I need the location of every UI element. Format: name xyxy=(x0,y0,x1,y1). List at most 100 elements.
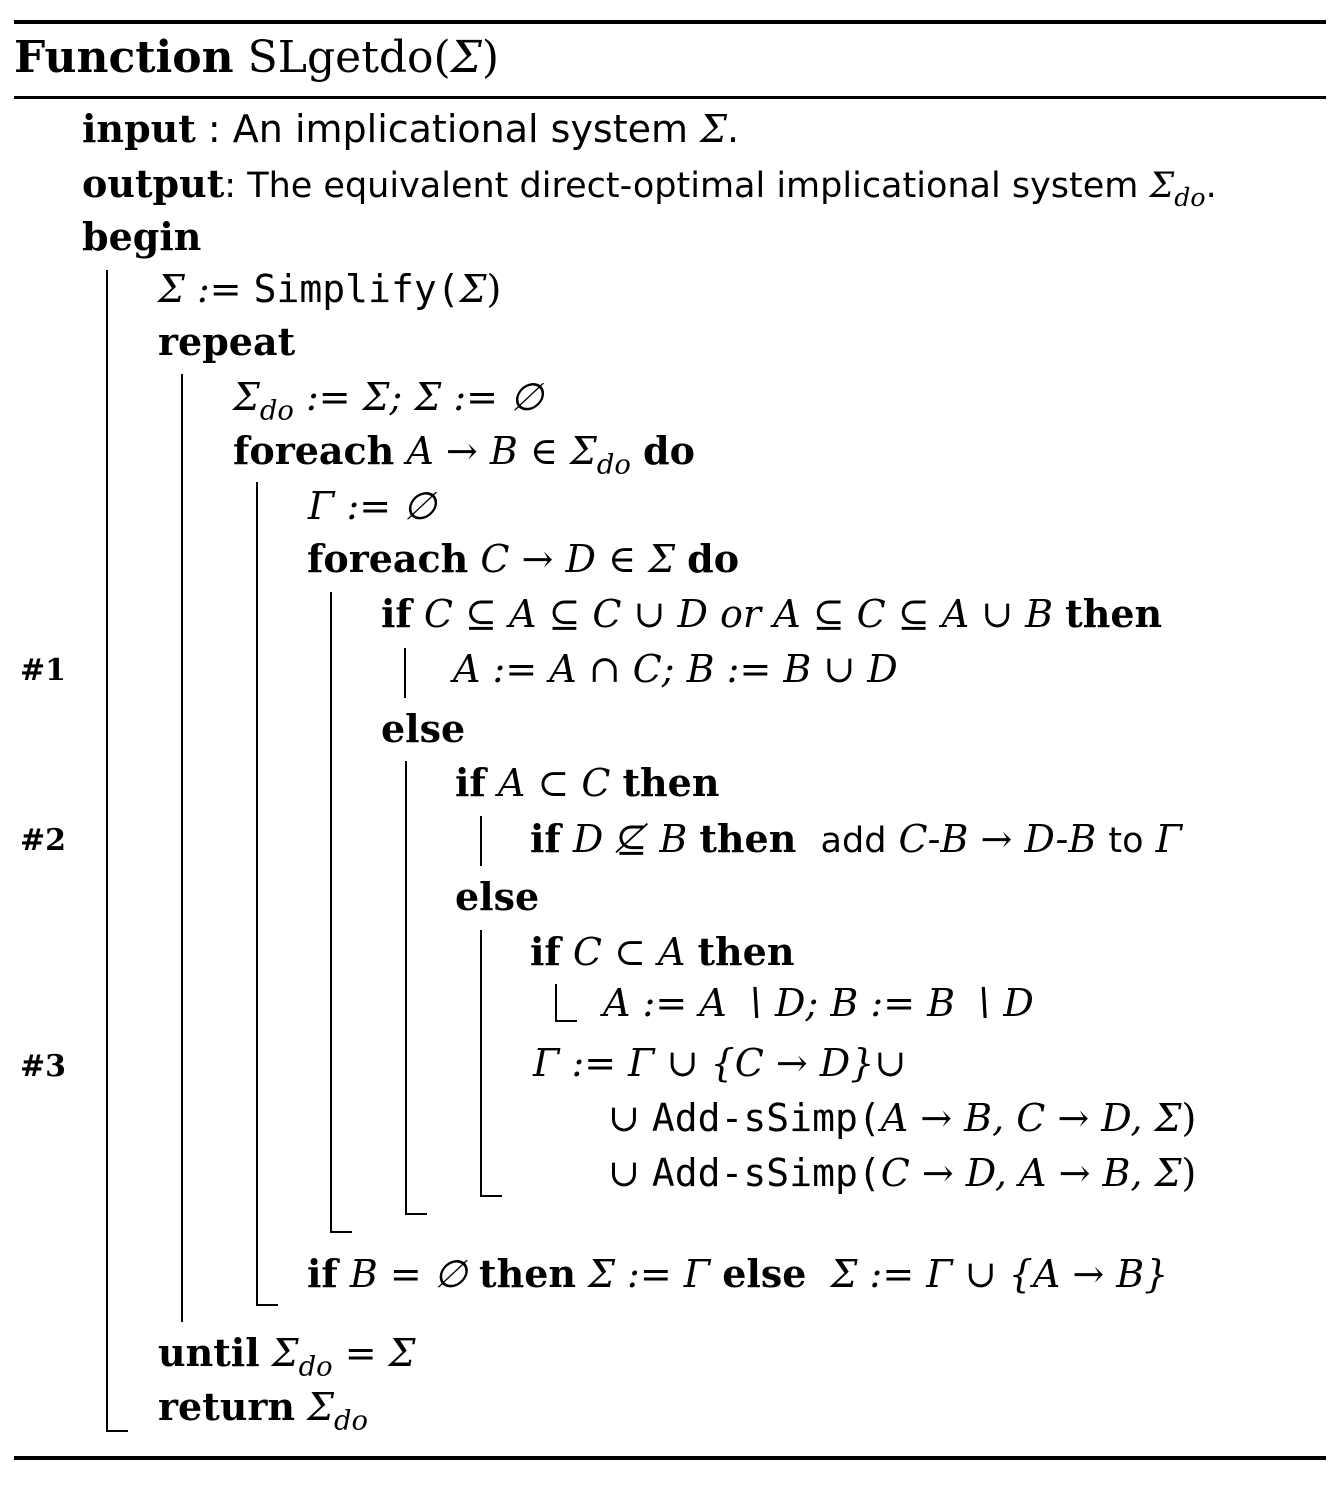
cond1-b: A ⊆ C ⊆ A ∪ B xyxy=(773,592,1054,636)
if2-bar xyxy=(480,816,482,866)
header-rule xyxy=(14,96,1326,99)
until-keyword: until xyxy=(158,1330,260,1375)
simplify-lhs: Σ := xyxy=(158,267,254,311)
assign-do-line: Σdo := Σ; Σ := ∅ xyxy=(233,375,544,425)
stmt3-line: A := A ∖ D; B := B ∖ D xyxy=(603,981,1034,1025)
simplify-fn: Simplify( xyxy=(253,267,460,311)
stmt2-expr: C-B → D-B xyxy=(898,817,1097,861)
until-sigma: Σ xyxy=(271,1331,299,1375)
then-keyword-3: then xyxy=(699,816,797,861)
final-then-stmt: Σ := Γ xyxy=(588,1252,711,1296)
simplify-line: Σ := Simplify(Σ) xyxy=(158,270,501,308)
union2-args: C → D, A → B, Σ xyxy=(880,1151,1182,1195)
else-keyword-1: else xyxy=(381,706,466,751)
foreach-outer-foot xyxy=(256,1304,278,1306)
return-sigma: Σ xyxy=(307,1385,334,1429)
foreach-outer-bar xyxy=(256,482,258,1306)
stmt2-line: if D ⊈ B then add C-B → D-B to Γ xyxy=(530,820,1182,859)
bottom-rule xyxy=(14,1456,1326,1460)
until-rest: = Σ xyxy=(332,1331,416,1375)
output-end: . xyxy=(1205,166,1217,206)
else1-foot xyxy=(405,1213,427,1215)
if3-foot xyxy=(555,1020,577,1022)
foreach-keyword: foreach xyxy=(233,428,395,473)
begin-block-foot xyxy=(106,1430,128,1432)
else-keyword-3: else xyxy=(722,1251,807,1296)
simplify-arg: Σ xyxy=(459,267,487,311)
add-text: add xyxy=(820,821,887,861)
until-sub: do xyxy=(298,1351,333,1383)
output-symbol: Σ xyxy=(1149,166,1175,206)
if-keyword-2: if xyxy=(455,760,486,805)
union2-close: ) xyxy=(1181,1151,1197,1195)
label-1: #1 xyxy=(20,653,67,688)
cond3: C ⊂ A xyxy=(572,930,686,974)
else1-bar xyxy=(405,761,407,1215)
begin-keyword: begin xyxy=(82,214,202,259)
return-keyword: return xyxy=(158,1384,296,1429)
or-keyword: or xyxy=(720,592,762,636)
top-rule xyxy=(14,20,1326,24)
then-keyword-2: then xyxy=(622,760,720,805)
cond1-a: C ⊆ A ⊆ C ∪ D xyxy=(423,592,708,636)
if-keyword-4: if xyxy=(530,929,561,974)
input-keyword: input xyxy=(82,106,196,151)
cond2: A ⊂ C xyxy=(497,761,611,805)
input-symbol: Σ xyxy=(700,107,727,151)
function-arg: Σ xyxy=(450,32,482,83)
gamma-update-line: Γ := Γ ∪ {C → D}∪ xyxy=(533,1041,907,1085)
to-text: to xyxy=(1108,821,1144,861)
union2-sym: ∪ xyxy=(608,1151,652,1195)
output-text: : The equivalent direct-optimal implicat… xyxy=(224,166,1150,206)
return-line: return Σdo xyxy=(158,1385,368,1435)
foreach-inner-line: foreach C → D ∈ Σ do xyxy=(307,537,739,581)
function-close: ) xyxy=(481,32,499,83)
output-sub: do xyxy=(1174,182,1206,212)
if-keyword: if xyxy=(381,591,412,636)
then-keyword-5: then xyxy=(479,1251,577,1296)
foreach-keyword-inner: foreach xyxy=(307,536,469,581)
then-keyword: then xyxy=(1065,591,1163,636)
final-if-line: if B = ∅ then Σ := Γ else Σ := Γ ∪ {A → … xyxy=(307,1252,1169,1296)
gamma-init-line: Γ := ∅ xyxy=(308,484,437,528)
repeat-block-bar xyxy=(181,374,183,1322)
union1-sym: ∪ xyxy=(608,1096,652,1140)
foreach-outer-line: foreach A → B ∈ Σdo do xyxy=(233,429,695,479)
if1-bar xyxy=(404,648,406,698)
foreach-inner-bar xyxy=(330,592,332,1233)
assign-do-rest: := Σ; Σ := ∅ xyxy=(293,375,544,419)
final-cond: B = ∅ xyxy=(349,1252,467,1296)
else2-bar xyxy=(480,930,482,1197)
if-cond2-line: if A ⊂ C then xyxy=(455,761,720,805)
output-keyword: output xyxy=(82,161,225,206)
if3-bar xyxy=(555,984,557,1022)
return-sub: do xyxy=(334,1405,368,1437)
input-line: input : An implicational system Σ. xyxy=(82,107,740,151)
stmt2-gamma: Γ xyxy=(1155,817,1183,861)
foreach-outer-expr: A → B ∈ Σ xyxy=(406,429,597,473)
function-keyword: Function xyxy=(14,32,234,83)
stmt1-line: A := A ∩ C; B := B ∪ D xyxy=(453,647,898,691)
do-keyword-inner: do xyxy=(687,536,740,581)
foreach-outer-sub: do xyxy=(596,449,631,481)
label-3: #3 xyxy=(20,1049,67,1084)
foreach-inner-foot xyxy=(330,1231,352,1233)
assign-do-sigma: Σ xyxy=(233,375,260,419)
then-keyword-4: then xyxy=(697,929,795,974)
if-keyword-5: if xyxy=(307,1251,338,1296)
function-name: SLgetdo( xyxy=(247,32,451,83)
foreach-inner-expr: C → D ∈ Σ xyxy=(480,537,676,581)
begin-block-bar xyxy=(106,270,108,1432)
final-else-stmt: Σ := Γ ∪ {A → B} xyxy=(830,1252,1169,1296)
union1-args: A → B, C → D, Σ xyxy=(880,1096,1182,1140)
input-end: . xyxy=(726,107,740,151)
function-title: Function SLgetdo(Σ) xyxy=(14,36,499,80)
union2-line: ∪ Add-sSimp(C → D, A → B, Σ) xyxy=(608,1154,1196,1192)
else2-foot xyxy=(480,1195,502,1197)
simplify-close: ) xyxy=(486,267,502,311)
else-keyword-2: else xyxy=(455,874,540,919)
repeat-keyword: repeat xyxy=(158,319,296,364)
assign-do-sub: do xyxy=(259,395,294,427)
union1-line: ∪ Add-sSimp(A → B, C → D, Σ) xyxy=(608,1099,1196,1137)
output-line: output: The equivalent direct-optimal im… xyxy=(82,165,1217,210)
